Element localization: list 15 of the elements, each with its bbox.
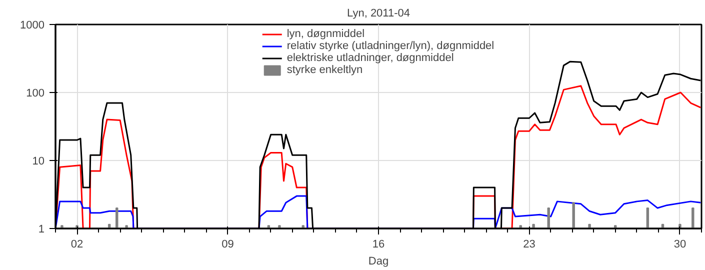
chart-title: Lyn, 2011-04: [347, 8, 410, 20]
legend-label: lyn, døgnmiddel: [286, 28, 365, 40]
x-tick-label: 02: [70, 238, 84, 250]
y-tick-label: 100: [26, 88, 45, 100]
x-tick-label: 16: [372, 238, 385, 250]
legend-label: elektriske utladninger, døgnmiddel: [286, 52, 454, 64]
y-tick-label: 1: [38, 224, 45, 236]
x-tick-label: 09: [222, 238, 234, 250]
legend-label: relativ styrke (utladninger/lyn), døgnmiddel: [286, 40, 494, 52]
y-tick-label: 1000: [20, 20, 45, 32]
x-tick-label: 30: [674, 238, 686, 250]
y-tick-label: 10: [32, 156, 45, 168]
x-axis-title: Dag: [368, 256, 389, 268]
legend-label: styrke enkeltlyn: [286, 64, 363, 76]
x-tick-label: 23: [523, 238, 536, 250]
